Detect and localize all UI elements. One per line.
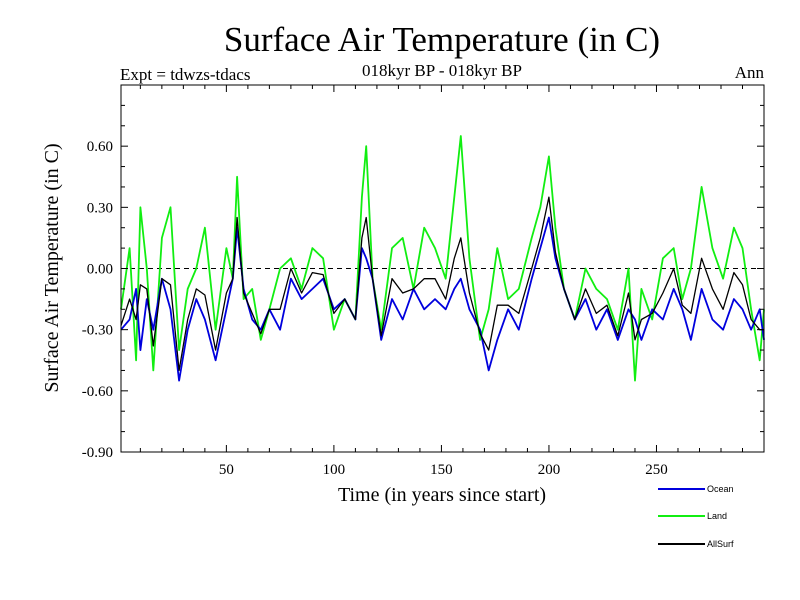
x-axis-label: Time (in years since start) (338, 484, 546, 506)
chart-subtitle: 018kyr BP - 018kyr BP (362, 61, 522, 80)
legend-label-ocean: Ocean (707, 484, 734, 494)
x-tick-label: 150 (430, 462, 453, 478)
y-tick-label: -0.60 (82, 384, 113, 400)
plot-area (120, 135, 765, 382)
legend-label-land: Land (707, 511, 727, 521)
series-line-allsurf (120, 196, 764, 372)
x-tick-label: 200 (538, 462, 561, 478)
expt-label: Expt = tdwzs-tdacs (120, 65, 250, 84)
y-axis-label: Surface Air Temperature (in C) (41, 143, 63, 392)
y-tick-label: -0.30 (82, 323, 113, 339)
x-tick-label: 50 (219, 462, 234, 478)
y-tick-label: 0.00 (87, 262, 113, 278)
y-tick-label: -0.90 (82, 445, 113, 461)
legend-label-allsurf: AllSurf (707, 539, 734, 549)
x-tick-label: 250 (645, 462, 668, 478)
y-tick-label: 0.30 (87, 200, 113, 216)
series-line-land (120, 135, 765, 382)
series-line-ocean (120, 216, 765, 382)
chart-title: Surface Air Temperature (in C) (224, 20, 660, 59)
season-label: Ann (735, 63, 765, 82)
x-tick-label: 100 (323, 462, 346, 478)
legend: Ocean Land AllSurf (658, 484, 734, 549)
axes: 50 100 150 200 250 -0.90 -0.60 -0.30 0.00 0.30 0.6… (82, 84, 764, 478)
y-tick-label: 0.60 (87, 139, 113, 155)
